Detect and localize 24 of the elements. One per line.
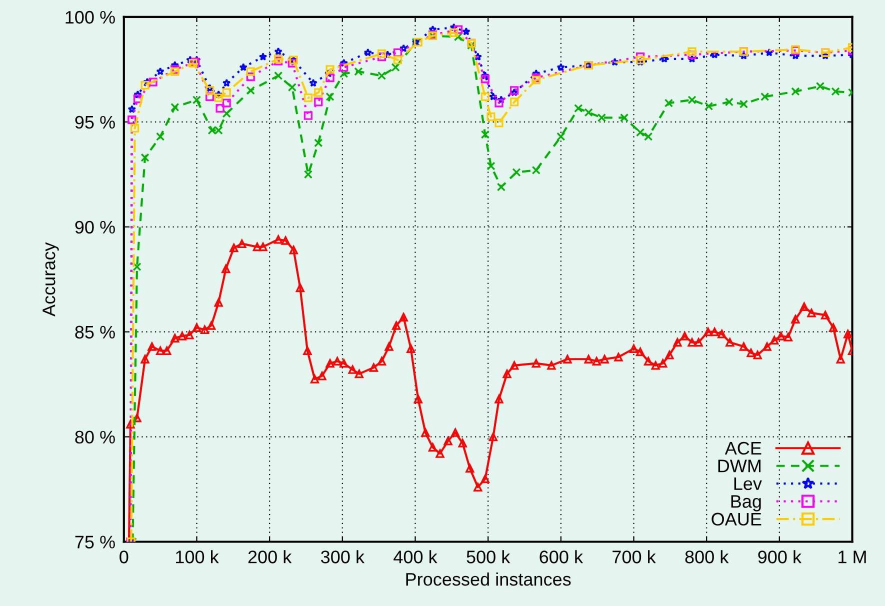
legend-label: Bag (731, 495, 761, 512)
x-tick-label: 600 k (540, 550, 584, 564)
x-axis-title: Processed instances (406, 572, 571, 586)
legend-label: OAUE (712, 512, 762, 526)
y-tick-label: 75 % (75, 536, 115, 548)
x-tick-label: 300 k (321, 550, 365, 564)
x-tick-label: 400 k (394, 550, 438, 564)
x-tick-label: 900 k (758, 550, 802, 564)
x-tick-label: 700 k (612, 550, 656, 564)
legend-label: ACE (724, 442, 762, 455)
legend-label: Lev (734, 477, 762, 490)
x-tick-label: 0 (120, 550, 128, 564)
x-tick-label: 800 k (685, 550, 729, 564)
x-tick-label: 100 k (176, 550, 219, 564)
y-tick-label: 100 % (66, 10, 115, 24)
x-tick-label: 200 k (248, 550, 292, 564)
legend-label: DWM (718, 460, 760, 472)
y-tick-label: 90 % (75, 220, 115, 234)
y-tick-label: 80 % (75, 430, 115, 444)
y-tick-label: 95 % (75, 116, 115, 129)
y-tick-label: 85 % (75, 326, 115, 339)
x-tick-label: 1 M (838, 550, 866, 564)
y-axis-title: Accuracy (42, 242, 59, 316)
x-tick-label: 500 k (466, 550, 510, 564)
